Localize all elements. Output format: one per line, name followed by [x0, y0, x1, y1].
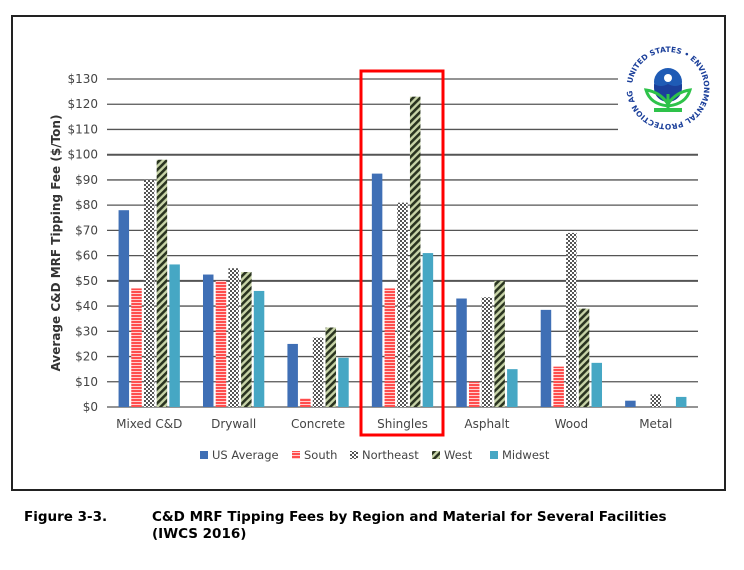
y-tick-label: $110 [67, 122, 98, 136]
bar-us-average [371, 173, 383, 407]
bar-us-average [118, 210, 130, 407]
legend-item: South [292, 448, 337, 462]
y-tick-label: $30 [75, 324, 98, 338]
y-tick-label: $90 [75, 173, 98, 187]
bar-midwest [591, 362, 603, 407]
epa-logo: UNITED STATES • ENVIRONMENTAL PROTECTION… [620, 40, 716, 136]
bar-west [578, 308, 590, 407]
bar-us-average [625, 400, 636, 407]
chart-frame [11, 15, 726, 491]
bar-us-average [456, 298, 467, 407]
legend-label: Midwest [502, 448, 550, 462]
bar-northeast [143, 179, 155, 407]
legend-swatch [350, 451, 358, 459]
y-tick-label: $40 [75, 299, 98, 313]
legend-label: Northeast [362, 448, 419, 462]
bar-northeast [481, 297, 493, 407]
x-tick-label: Asphalt [464, 417, 509, 431]
x-tick-label: Mixed C&D [116, 417, 182, 431]
bar-south [384, 288, 396, 407]
x-tick-label: Metal [639, 417, 672, 431]
bar-midwest [253, 290, 265, 407]
y-tick-label: $130 [67, 72, 98, 86]
bar-us-average [540, 309, 552, 407]
bar-northeast [228, 268, 239, 407]
bar-south [553, 366, 564, 407]
caption-source: (IWCS 2016) [152, 526, 247, 542]
bar-west [156, 159, 168, 407]
legend-swatch [292, 451, 300, 459]
bar-west [409, 96, 421, 408]
bar-south [215, 280, 227, 407]
highlight-box [359, 69, 445, 437]
bar-south [468, 381, 480, 407]
bar-west [241, 272, 252, 407]
bar-midwest [507, 369, 518, 407]
y-tick-label: $120 [67, 97, 98, 111]
bar-northeast [566, 232, 577, 407]
bar-midwest [338, 357, 349, 407]
bar-midwest [422, 253, 434, 407]
x-tick-label: Wood [555, 417, 588, 431]
figure-number: Figure 3-3. [24, 509, 108, 525]
legend-item: Northeast [350, 448, 419, 462]
chart: $0 $10 $20 $30 $40 $50 $60 $70 $80 $90 $100 $110 $12… [11, 15, 726, 491]
x-tick-label: Drywall [211, 417, 256, 431]
y-tick-label: $20 [75, 350, 98, 364]
bar-northeast [312, 337, 324, 407]
legend-label: West [444, 448, 473, 462]
y-tick-label: $10 [75, 375, 98, 389]
legend-label: South [304, 448, 337, 462]
y-tick-label: $0 [83, 400, 98, 414]
figure-caption: Figure 3-3. C&D MRF Tipping Fees by Regio… [24, 509, 667, 543]
bar-south [300, 398, 311, 407]
bar-midwest [675, 396, 687, 407]
bar-south [131, 288, 142, 407]
bar-west [494, 280, 505, 407]
y-tick-label: $50 [75, 274, 98, 288]
legend-item: US Average [200, 448, 279, 462]
bar-us-average [202, 274, 214, 407]
bar-northeast [650, 394, 662, 407]
legend-swatch [200, 451, 208, 459]
legend-item: West [432, 448, 473, 462]
x-tick-label: Shingles [377, 417, 428, 431]
bar-midwest [169, 264, 180, 407]
legend-swatch [490, 451, 498, 459]
x-tick-label: Concrete [291, 417, 345, 431]
y-tick-label: $70 [75, 223, 98, 237]
bar-west [325, 327, 337, 407]
y-tick-label: $60 [75, 249, 98, 263]
y-tick-label: $80 [75, 198, 98, 212]
bar-us-average [287, 343, 298, 407]
caption-title: C&D MRF Tipping Fees by Region and Mater… [152, 509, 667, 525]
legend-swatch [432, 451, 440, 459]
y-axis-label: Average C&D MRF Tipping Fee ($/Ton) [49, 115, 63, 372]
legend-item: Midwest [490, 448, 550, 462]
y-tick-label: $100 [67, 148, 98, 162]
legend-label: US Average [212, 448, 279, 462]
bar-northeast [397, 202, 408, 407]
